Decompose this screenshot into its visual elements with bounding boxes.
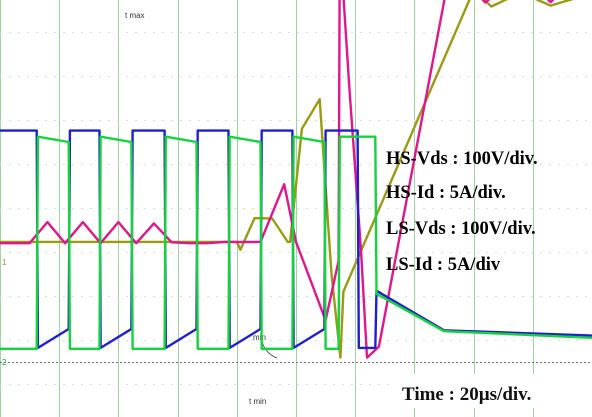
trace-ls-vds: [0, 0, 555, 359]
channel-marker-upper: 1: [2, 258, 7, 267]
trace-hs-vds: [0, 129, 592, 350]
trigger-marker-label: t min: [249, 397, 266, 406]
trigger-marker-label: min: [253, 333, 266, 342]
traces: [0, 0, 592, 359]
legend-item-hs-vds: HS-Vds : 100V/div.: [386, 149, 538, 169]
trace-ls-id: [0, 135, 592, 350]
legend-item-ls-id: LS-Id : 5A/div: [386, 255, 501, 275]
legend: HS-Vds : 100V/div. HS-Id : 5A/div. LS-Vd…: [386, 149, 538, 275]
channel-marker-lower: 2: [2, 358, 7, 367]
time-label-background: [390, 374, 590, 408]
time-scale-label: Time : 20µs/div.: [402, 384, 531, 405]
legend-item-ls-vds: LS-Vds : 100V/div.: [386, 219, 536, 239]
trigger-marker-label: t max: [125, 11, 145, 20]
legend-item-hs-id: HS-Id : 5A/div.: [386, 183, 506, 203]
